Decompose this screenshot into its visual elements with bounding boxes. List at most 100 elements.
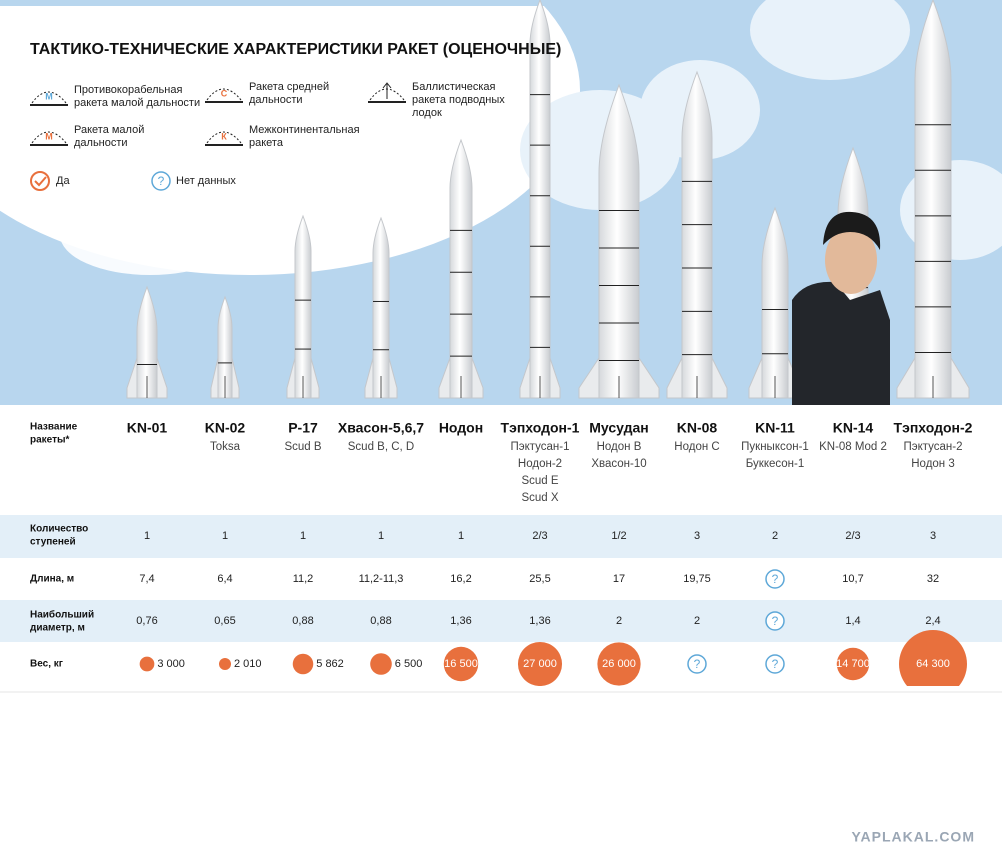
weight-bubble xyxy=(218,657,232,671)
legend-icon xyxy=(206,88,242,101)
legend-icon xyxy=(206,131,242,144)
legend-label: ракета малой дальности xyxy=(74,97,200,109)
weight-label: 6 500 xyxy=(395,658,423,670)
missile-alias: Toksa xyxy=(210,441,241,453)
stages-value: 1 xyxy=(300,530,306,542)
stages-value: 2/3 xyxy=(845,530,860,542)
weight-label: 5 862 xyxy=(316,658,344,670)
missile-alias: Пэктусан-2 xyxy=(903,441,962,453)
title: ТАКТИКО-ТЕХНИЧЕСКИЕ ХАРАКТЕРИСТИКИ РАКЕТ… xyxy=(30,41,561,58)
legend-icon-letter: К xyxy=(221,131,227,141)
length-value: 17 xyxy=(613,573,625,585)
missile-name: KN-02 xyxy=(205,420,246,436)
weight-bubble xyxy=(292,653,314,675)
rocket-body xyxy=(449,138,473,399)
legend-label: ракета xyxy=(249,137,284,149)
length-value: 7,4 xyxy=(139,573,154,585)
length-value: 10,7 xyxy=(842,573,863,585)
missile-name: Нодон xyxy=(439,420,483,436)
rocket-body xyxy=(529,0,551,399)
diameter-value: 0,88 xyxy=(292,615,313,627)
stages-value: 1 xyxy=(144,530,150,542)
missile-name: Мусудан xyxy=(589,420,648,436)
weight-bubble xyxy=(836,647,870,681)
stages-value: 1/2 xyxy=(611,530,626,542)
missile-alias: Пэктусан-1 xyxy=(510,441,569,453)
legend-label: Баллистическая xyxy=(412,81,496,93)
legend-label: Противокорабельная xyxy=(74,84,182,96)
no-data-icon xyxy=(765,654,785,674)
diameter-value: 0,76 xyxy=(136,615,157,627)
weight-bubble xyxy=(139,656,155,672)
no-data-mark: ? xyxy=(772,572,779,586)
legend-label: Да xyxy=(56,175,70,187)
missile-alias: Нодон С xyxy=(674,441,719,453)
length-value: 32 xyxy=(927,573,939,585)
missile-name: Хвасон-5,6,7 xyxy=(338,420,424,436)
row-band xyxy=(0,600,1002,642)
table: Название ракеты* Количество ступеней Длина, … xyxy=(30,420,973,686)
diameter-value: 1,4 xyxy=(845,615,860,627)
legend-icon xyxy=(31,91,67,104)
missile-alias: Scud B, C, D xyxy=(348,441,414,453)
rocket-body xyxy=(914,0,952,399)
length-value: 25,5 xyxy=(529,573,550,585)
legend-icon-letter: С xyxy=(221,88,228,98)
no-data-icon xyxy=(687,654,707,674)
legend-label: Межконтинентальная xyxy=(249,124,360,136)
missile-alias: Хвасон-10 xyxy=(591,458,646,470)
legend-label: Нет данных xyxy=(176,175,236,187)
legend-label: Ракета средней xyxy=(249,81,329,93)
rocket-body xyxy=(598,83,640,399)
missile-name: KN-01 xyxy=(127,420,168,436)
portrait xyxy=(792,211,890,405)
legend-icon xyxy=(30,171,50,191)
length-value: 6,4 xyxy=(217,573,232,585)
missile-alias: Scud X xyxy=(521,492,558,504)
diameter-value: 2 xyxy=(616,615,622,627)
no-data-icon xyxy=(765,569,785,589)
weight-bubble xyxy=(597,642,641,686)
weight-label: 64 300 xyxy=(916,658,950,670)
missile-alias: Нодон-2 xyxy=(518,458,562,470)
missile-alias: Пукныксон-1 xyxy=(741,441,809,453)
missile-alias: Нодон B xyxy=(597,441,642,453)
legend-icon-letter: М xyxy=(45,131,53,141)
weight-label: 3 000 xyxy=(157,658,185,670)
missile-name: KN-14 xyxy=(833,420,874,436)
sky xyxy=(0,0,1002,405)
stages-value: 2 xyxy=(772,530,778,542)
stages-value: 1 xyxy=(222,530,228,542)
weight-label: 16 500 xyxy=(444,658,478,670)
diameter-value: 1,36 xyxy=(450,615,471,627)
missile-alias: KN-08 Mod 2 xyxy=(819,441,887,453)
legend-label: лодок xyxy=(412,107,442,119)
rocket-body xyxy=(372,216,390,399)
length-value: 19,75 xyxy=(683,573,711,585)
stages-value: 1 xyxy=(458,530,464,542)
no-data-mark: ? xyxy=(772,657,779,671)
diameter-value: 1,36 xyxy=(529,615,550,627)
missile-name: KN-11 xyxy=(755,420,795,436)
diameter-value: 0,65 xyxy=(214,615,235,627)
legend-icon-letter: М xyxy=(45,91,53,101)
diameter-value: 2,4 xyxy=(925,615,940,627)
weight-label: 14 700 xyxy=(836,658,870,670)
row-header: Название xyxy=(30,422,78,433)
row-header: ракеты* xyxy=(30,435,70,446)
stages-value: 3 xyxy=(694,530,700,542)
weight-label: 27 000 xyxy=(523,658,557,670)
weight-bubble xyxy=(370,653,392,675)
missile-alias: Нодон 3 xyxy=(911,458,955,470)
row-header: Количество xyxy=(30,524,88,535)
missile-alias: Scud B xyxy=(284,441,321,453)
missile-alias: Буккесон-1 xyxy=(746,458,804,470)
missile-name: KN-08 xyxy=(677,420,718,436)
missile-alias: Scud E xyxy=(521,475,558,487)
weight-bubble xyxy=(899,630,967,686)
row-header: ступеней xyxy=(30,537,76,548)
weight-bubbles xyxy=(139,630,967,686)
no-data-mark: ? xyxy=(694,657,701,671)
